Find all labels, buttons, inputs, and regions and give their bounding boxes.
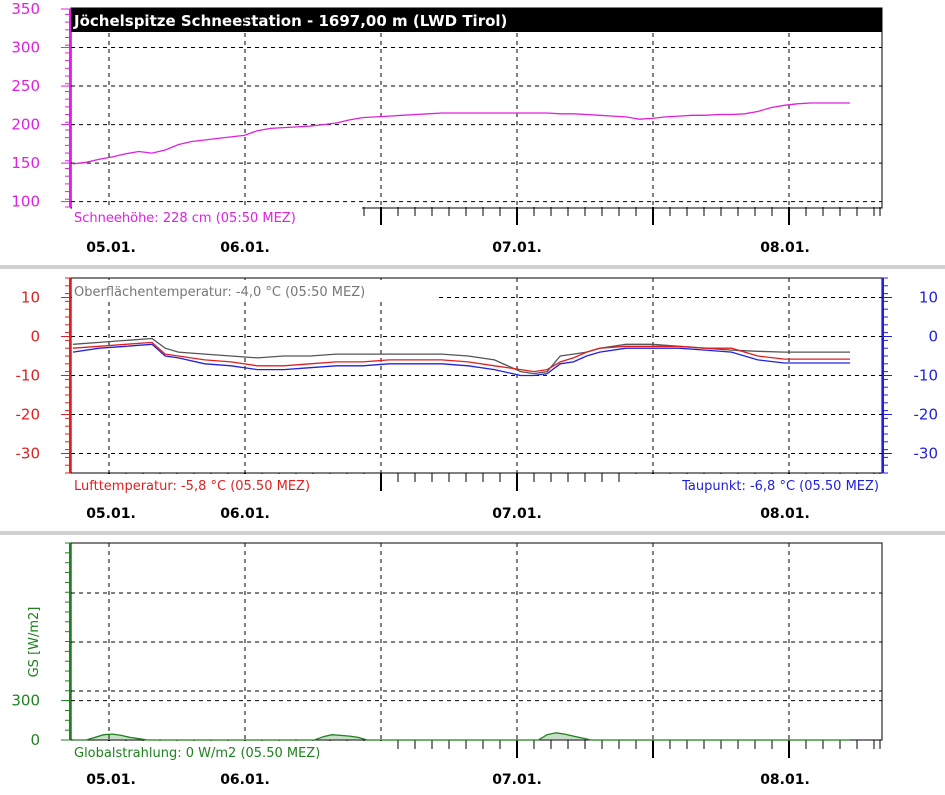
x-tick-label: 07.01. bbox=[492, 240, 542, 256]
y-tick-label-right: 10 bbox=[919, 289, 938, 307]
snow-grid bbox=[71, 9, 882, 207]
x-tick-label: 07.01. bbox=[492, 506, 542, 522]
temp-y-axis-left: -30 -20 -10 0 10 bbox=[16, 277, 71, 474]
snow-x-labels: 05.01. 06.01. 07.01. 08.01. bbox=[86, 240, 810, 256]
panel-separator bbox=[0, 265, 945, 269]
temp-note-bg bbox=[72, 280, 436, 300]
surface-temperature-label: Oberflächentemperatur: -4,0 °C (05:50 ME… bbox=[74, 285, 365, 300]
temperature-panel: -30 -20 -10 0 10 -30 -20 -10 0 10 05.01. 06.01. 07… bbox=[16, 277, 939, 522]
radiation-y-label: GS [W/m2] bbox=[27, 607, 42, 678]
temp-x-labels: 05.01. 06.01. 07.01. 08.01. bbox=[86, 506, 810, 522]
chart-title: Jöchelspitze Schneestation - 1697,00 m (… bbox=[73, 12, 507, 30]
rad-y-axis: 0 300 bbox=[11, 542, 71, 749]
y-tick-label: -10 bbox=[16, 367, 41, 385]
series-line-taupunkt bbox=[72, 343, 850, 377]
snow-depth-panel: Jöchelspitze Schneestation - 1697,00 m (… bbox=[11, 0, 883, 256]
y-tick-label: 350 bbox=[11, 0, 40, 18]
y-tick-label-right: -30 bbox=[914, 445, 939, 463]
temp-series bbox=[72, 337, 850, 377]
title-bar bbox=[71, 8, 882, 32]
air-temperature-label: Lufttemperatur: -5,8 °C (05.50 MEZ) bbox=[74, 479, 310, 494]
x-tick-label: 08.01. bbox=[760, 240, 810, 256]
temp-grid bbox=[71, 278, 882, 473]
x-tick-label: 05.01. bbox=[86, 772, 136, 788]
x-tick-label: 05.01. bbox=[86, 240, 136, 256]
snow-status-bg bbox=[72, 207, 362, 227]
y-tick-label-right: 0 bbox=[928, 328, 938, 346]
y-tick-label: 300 bbox=[11, 692, 40, 710]
series-line-lufttemperatur bbox=[72, 341, 850, 373]
y-tick-label: 300 bbox=[11, 39, 40, 57]
panel-separator bbox=[0, 531, 945, 535]
y-tick-label: 250 bbox=[11, 77, 40, 95]
snow-series bbox=[72, 102, 850, 165]
series-line-schneehöhe bbox=[72, 102, 850, 165]
series-line-globalstrahlung bbox=[73, 732, 850, 741]
dew-status-bg bbox=[626, 474, 881, 494]
snow-y-axis: 100 150 200 250 300 350 bbox=[11, 0, 71, 211]
y-tick-label: -20 bbox=[16, 406, 41, 424]
x-tick-label: 08.01. bbox=[760, 772, 810, 788]
y-tick-label: 100 bbox=[11, 193, 40, 211]
dewpoint-label: Taupunkt: -6,8 °C (05.50 MEZ) bbox=[681, 479, 879, 494]
rad-status-bg bbox=[72, 741, 390, 761]
y-tick-label: 150 bbox=[11, 154, 40, 172]
y-tick-label: 200 bbox=[11, 116, 40, 134]
y-tick-label: 10 bbox=[21, 289, 40, 307]
y-tick-label: 0 bbox=[30, 731, 40, 749]
x-tick-label: 06.01. bbox=[220, 240, 270, 256]
x-tick-label: 06.01. bbox=[220, 772, 270, 788]
x-tick-label: 07.01. bbox=[492, 772, 542, 788]
x-tick-label: 08.01. bbox=[760, 506, 810, 522]
rad-grid bbox=[71, 543, 882, 740]
y-tick-label: -30 bbox=[16, 445, 41, 463]
temp-y-axis-right: -30 -20 -10 0 10 bbox=[882, 277, 939, 474]
snow-plot-frame bbox=[70, 7, 883, 209]
air-status-bg bbox=[72, 474, 372, 494]
x-tick-label: 06.01. bbox=[220, 506, 270, 522]
rad-x-labels: 05.01. 06.01. 07.01. 08.01. bbox=[86, 772, 810, 788]
y-tick-label: 0 bbox=[30, 328, 40, 346]
snow-status-label: Schneehöhe: 228 cm (05:50 MEZ) bbox=[74, 211, 296, 226]
x-tick-label: 05.01. bbox=[86, 506, 136, 522]
rad-series bbox=[73, 732, 850, 741]
y-tick-label-right: -20 bbox=[914, 406, 939, 424]
radiation-status-label: Globalstrahlung: 0 W/m2 (05.50 MEZ) bbox=[74, 746, 320, 761]
y-tick-label-right: -10 bbox=[914, 367, 939, 385]
